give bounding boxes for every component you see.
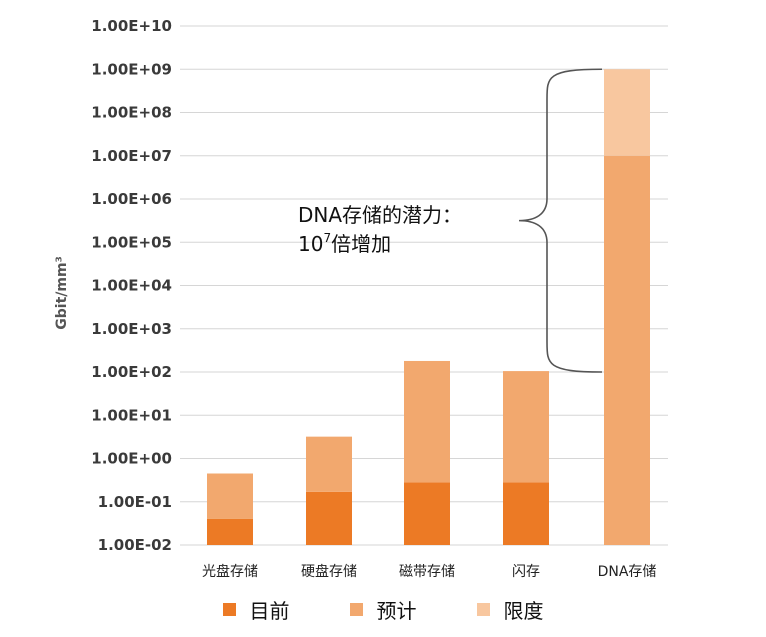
category-label: DNA存储 [598, 564, 657, 580]
bars [207, 69, 650, 545]
legend-label-current: 目前 [249, 598, 290, 623]
y-tick-labels: 1.00E-02 1.00E-01 1.00E+00 1.00E+01 1.00E+02… [91, 17, 172, 554]
legend-label-projected: 预计 [376, 598, 417, 623]
y-tick-label: 1.00E-01 [98, 493, 172, 511]
y-tick-label: 1.00E+10 [91, 17, 172, 35]
category-labels: 光盘存储 硬盘存储 磁带存储 闪存 DNA存储 [202, 563, 656, 580]
bar-segment [404, 482, 450, 545]
bar-segment [503, 482, 549, 545]
annotation-exponent: 7 [323, 231, 331, 245]
legend-label-limit: 限度 [503, 598, 544, 623]
y-tick-label: 1.00E+03 [91, 320, 172, 338]
category-label: 闪存 [512, 564, 540, 580]
legend-swatch-limit [476, 602, 490, 616]
legend-swatch-projected [349, 602, 363, 616]
bar-segment [306, 491, 352, 545]
y-tick-label: 1.00E+07 [91, 147, 172, 165]
y-axis-label: Gbit/mm³ [54, 256, 70, 329]
bar-segment [404, 360, 450, 483]
y-tick-label: 1.00E+05 [91, 233, 172, 251]
legend: 目前 预计 限度 [0, 592, 766, 626]
category-label: 磁带存储 [399, 564, 455, 580]
legend-swatch-current [222, 602, 236, 616]
y-tick-label: 1.00E+09 [91, 60, 172, 78]
y-tick-label: 1.00E+06 [91, 190, 172, 208]
bar-segment [306, 436, 352, 492]
y-tick-label: 1.00E+08 [91, 104, 172, 122]
bar-segment [207, 473, 253, 519]
bar-segment [604, 155, 650, 545]
bar-segment [604, 69, 650, 156]
annotation-line-2: 107倍增加 [298, 231, 391, 256]
legend-item-current: 目前 [222, 595, 290, 624]
legend-item-limit: 限度 [476, 595, 544, 624]
y-tick-label: 1.00E+00 [91, 450, 172, 468]
annotation-brace [518, 68, 603, 373]
annotation-line-1: DNA存储的潜力： [298, 203, 462, 227]
annotation-suffix: 倍增加 [331, 232, 391, 256]
bar-segment [207, 518, 253, 545]
annotation-base: 10 [298, 232, 323, 256]
legend-item-projected: 预计 [349, 595, 417, 624]
category-label: 光盘存储 [202, 563, 258, 580]
bar-segment [503, 371, 549, 483]
category-label: 硬盘存储 [301, 563, 357, 580]
y-tick-label: 1.00E+04 [91, 277, 172, 295]
y-tick-label: 1.00E+02 [91, 363, 172, 381]
y-tick-label: 1.00E+01 [91, 406, 172, 424]
y-tick-label: 1.00E-02 [98, 536, 172, 554]
